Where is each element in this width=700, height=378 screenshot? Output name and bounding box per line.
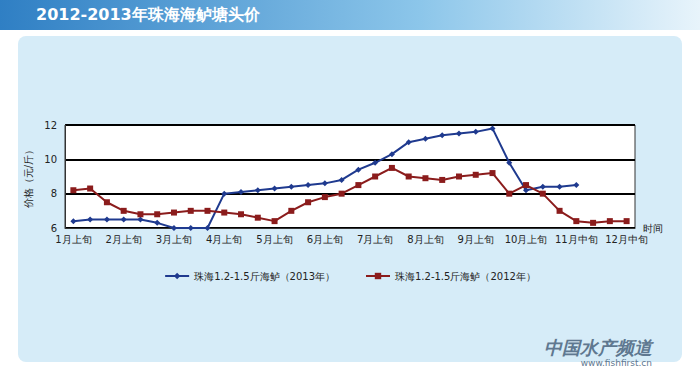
svg-text:4月上旬: 4月上旬 — [206, 234, 242, 245]
svg-text:珠海1.2-1.5斤海鲈（2012年）: 珠海1.2-1.5斤海鲈（2012年） — [395, 271, 536, 282]
svg-text:6: 6 — [51, 223, 57, 234]
svg-text:10月上旬: 10月上旬 — [505, 234, 548, 245]
svg-text:11月中旬: 11月中旬 — [555, 234, 598, 245]
svg-text:8月上旬: 8月上旬 — [407, 234, 443, 245]
svg-text:7月上旬: 7月上旬 — [357, 234, 393, 245]
svg-text:价格（元/斤）: 价格（元/斤） — [23, 145, 34, 209]
svg-text:5月上旬: 5月上旬 — [256, 234, 292, 245]
svg-text:2月上旬: 2月上旬 — [105, 234, 141, 245]
svg-text:6月上旬: 6月上旬 — [307, 234, 343, 245]
svg-text:12月中旬: 12月中旬 — [605, 234, 648, 245]
html-text:中国水产频道: 中国水产频道 — [544, 337, 652, 358]
svg-text:8: 8 — [51, 188, 57, 199]
svg-text:1月上旬: 1月上旬 — [55, 234, 91, 245]
html-text:2012-2013年珠海海鲈塘头价: 2012-2013年珠海海鲈塘头价 — [36, 5, 260, 24]
svg-text:3月上旬: 3月上旬 — [156, 234, 192, 245]
svg-text:珠海1.2-1.5斤海鲈（2013年）: 珠海1.2-1.5斤海鲈（2013年） — [194, 271, 335, 282]
svg-text:10: 10 — [44, 154, 57, 165]
html-text:www.fishfirst.cn: www.fishfirst.cn — [580, 358, 652, 368]
svg-text:12: 12 — [44, 120, 57, 131]
svg-text:时间: 时间 — [643, 223, 663, 234]
svg-text:9月上旬: 9月上旬 — [458, 234, 494, 245]
